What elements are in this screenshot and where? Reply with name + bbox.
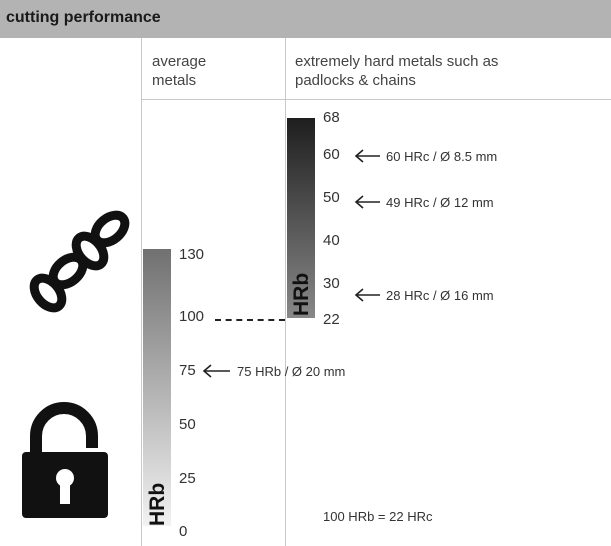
- column-divider-left: [141, 38, 142, 546]
- hard-annotation: 60 HRc / Ø 8.5 mm: [386, 149, 498, 164]
- average-tick: 130: [179, 246, 205, 263]
- hard-bar-unit-label: HRb: [290, 272, 313, 316]
- chain-icon: [18, 205, 136, 325]
- hard-annotation: 28 HRc / Ø 16 mm: [386, 288, 494, 303]
- hard-tick: 60: [323, 146, 340, 163]
- hard-annotation: 49 HRc / Ø 12 mm: [386, 195, 494, 210]
- hard-tick: 50: [323, 189, 340, 206]
- column-divider-right: [285, 38, 286, 546]
- average-hardness-bar: [143, 249, 171, 526]
- average-tick: 50: [179, 416, 196, 433]
- hard-tick: 40: [323, 232, 340, 249]
- conversion-dashed-line: [215, 319, 285, 321]
- average-tick: 25: [179, 470, 196, 487]
- arrow-left-icon: [354, 288, 382, 307]
- hard-metals-heading: extremely hard metals such as padlocks &…: [295, 53, 499, 89]
- average-metals-heading: average metals: [152, 53, 207, 89]
- arrow-left-icon: [354, 149, 382, 168]
- arrow-left-icon: [354, 195, 382, 214]
- average-tick: 75: [179, 362, 196, 379]
- hard-tick: 30: [323, 275, 340, 292]
- page-title: cutting performance: [6, 9, 161, 26]
- conversion-footnote: 100 HRb = 22 HRc: [323, 509, 433, 524]
- header-bar: cutting performance: [0, 0, 611, 38]
- hard-hardness-bar: [287, 118, 315, 318]
- header-rule: [141, 99, 611, 100]
- hard-tick: 68: [323, 109, 340, 126]
- hard-tick: 22: [323, 311, 340, 328]
- average-tick: 100: [179, 308, 205, 325]
- average-tick: 0: [179, 523, 188, 540]
- arrow-left-icon: [202, 364, 232, 383]
- average-annotation: 75 HRb / Ø 20 mm: [237, 364, 346, 379]
- average-bar-unit-label: HRb: [146, 482, 169, 526]
- padlock-icon: [22, 400, 112, 518]
